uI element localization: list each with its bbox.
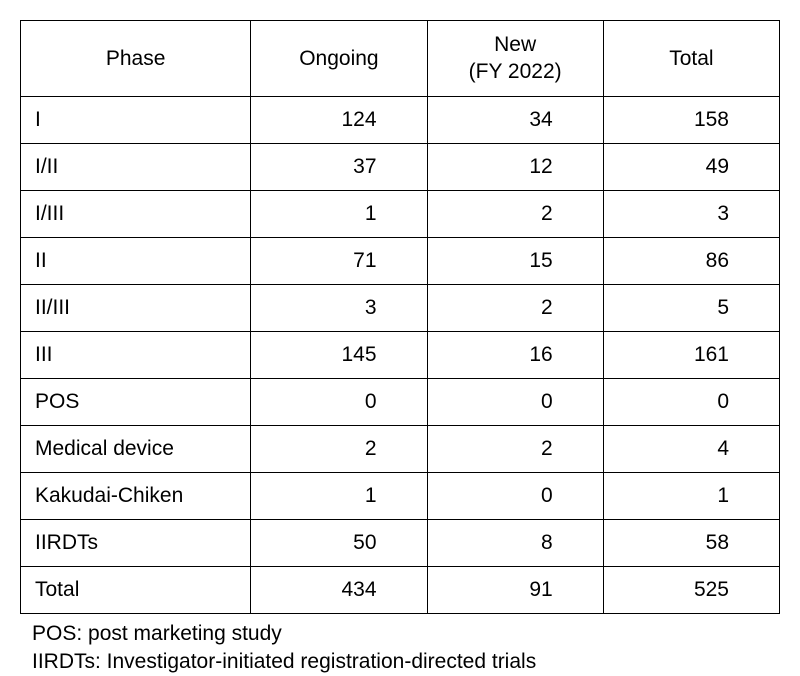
col-header-phase: Phase: [21, 21, 251, 97]
table-row: Medical device224: [21, 425, 780, 472]
value-cell: 2: [427, 284, 603, 331]
value-cell: 15: [427, 237, 603, 284]
phase-cell: II: [21, 237, 251, 284]
value-cell: 0: [427, 472, 603, 519]
value-cell: 161: [603, 331, 779, 378]
value-cell: 1: [251, 190, 427, 237]
col-header-ongoing: Ongoing: [251, 21, 427, 97]
phase-cell: I/III: [21, 190, 251, 237]
footnotes: POS: post marketing study IIRDTs: Invest…: [32, 620, 780, 676]
phase-cell: POS: [21, 378, 251, 425]
footnote-line: IIRDTs: Investigator-initiated registrat…: [32, 648, 780, 676]
table-row: II/III325: [21, 284, 780, 331]
phase-cell: Total: [21, 566, 251, 613]
value-cell: 71: [251, 237, 427, 284]
value-cell: 2: [251, 425, 427, 472]
value-cell: 0: [251, 378, 427, 425]
value-cell: 91: [427, 566, 603, 613]
value-cell: 145: [251, 331, 427, 378]
value-cell: 58: [603, 519, 779, 566]
footnote-line: POS: post marketing study: [32, 620, 780, 648]
value-cell: 86: [603, 237, 779, 284]
value-cell: 525: [603, 566, 779, 613]
value-cell: 0: [427, 378, 603, 425]
value-cell: 2: [427, 425, 603, 472]
value-cell: 3: [603, 190, 779, 237]
phase-cell: IIRDTs: [21, 519, 251, 566]
table-row: Total43491525: [21, 566, 780, 613]
value-cell: 124: [251, 96, 427, 143]
col-header-new: New(FY 2022): [427, 21, 603, 97]
table-row: I12434158: [21, 96, 780, 143]
table-row: Kakudai-Chiken101: [21, 472, 780, 519]
table-row: I/II371249: [21, 143, 780, 190]
phase-cell: III: [21, 331, 251, 378]
value-cell: 8: [427, 519, 603, 566]
value-cell: 16: [427, 331, 603, 378]
phase-cell: I/II: [21, 143, 251, 190]
col-header-total: Total: [603, 21, 779, 97]
value-cell: 3: [251, 284, 427, 331]
phase-cell: I: [21, 96, 251, 143]
value-cell: 5: [603, 284, 779, 331]
value-cell: 158: [603, 96, 779, 143]
phase-cell: Medical device: [21, 425, 251, 472]
value-cell: 37: [251, 143, 427, 190]
value-cell: 49: [603, 143, 779, 190]
value-cell: 4: [603, 425, 779, 472]
value-cell: 50: [251, 519, 427, 566]
value-cell: 34: [427, 96, 603, 143]
table-row: II711586: [21, 237, 780, 284]
table-row: III14516161: [21, 331, 780, 378]
phase-table: Phase Ongoing New(FY 2022) Total I124341…: [20, 20, 780, 614]
value-cell: 2: [427, 190, 603, 237]
phase-cell: II/III: [21, 284, 251, 331]
table-row: IIRDTs50858: [21, 519, 780, 566]
value-cell: 1: [603, 472, 779, 519]
table-row: POS000: [21, 378, 780, 425]
table-header-row: Phase Ongoing New(FY 2022) Total: [21, 21, 780, 97]
table-body: I12434158I/II371249I/III123II711586II/II…: [21, 96, 780, 613]
table-row: I/III123: [21, 190, 780, 237]
value-cell: 0: [603, 378, 779, 425]
phase-cell: Kakudai-Chiken: [21, 472, 251, 519]
value-cell: 12: [427, 143, 603, 190]
value-cell: 434: [251, 566, 427, 613]
value-cell: 1: [251, 472, 427, 519]
